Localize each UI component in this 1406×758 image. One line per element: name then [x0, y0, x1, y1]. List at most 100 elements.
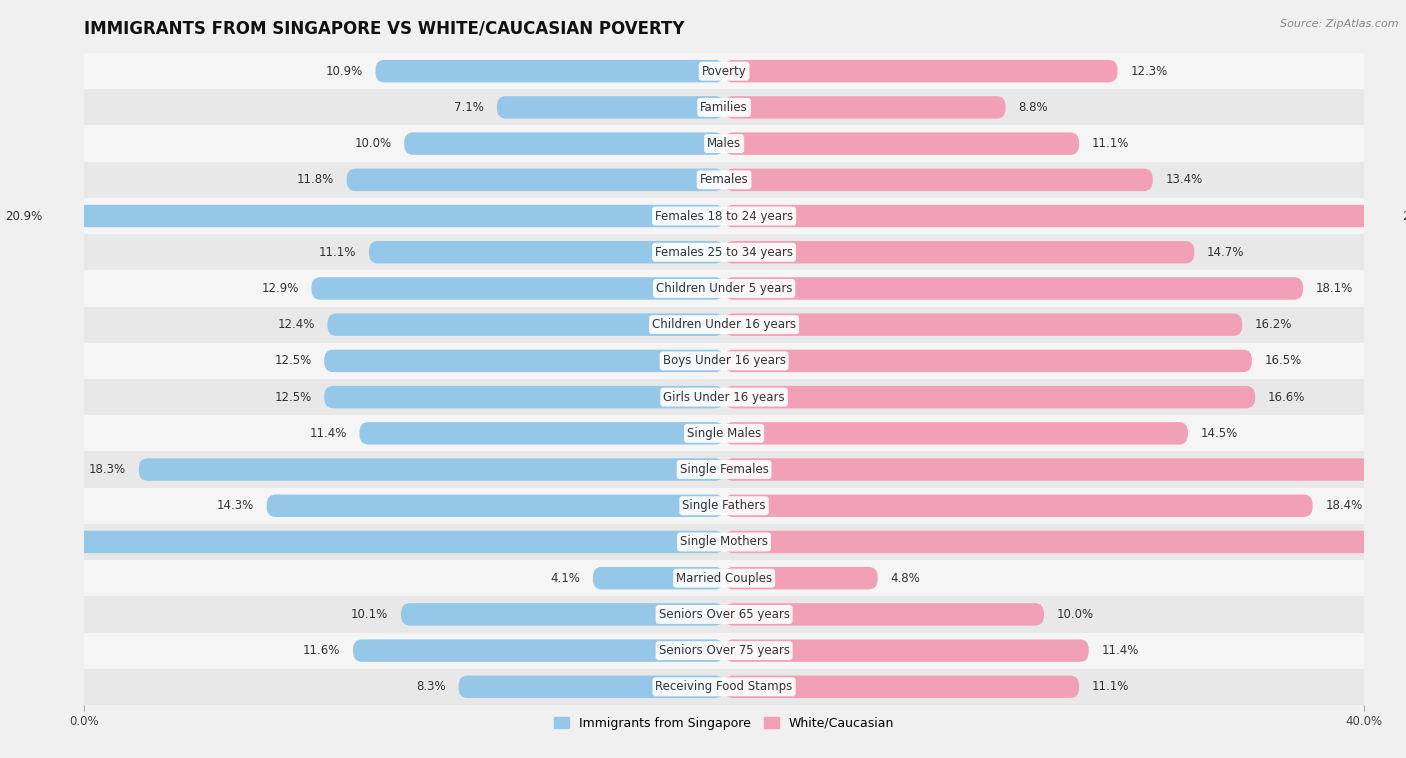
Bar — [84, 198, 1364, 234]
Text: 20.8%: 20.8% — [1402, 209, 1406, 223]
Text: Receiving Food Stamps: Receiving Food Stamps — [655, 681, 793, 694]
FancyBboxPatch shape — [401, 603, 724, 625]
Bar — [84, 487, 1364, 524]
Bar — [84, 524, 1364, 560]
Bar — [84, 89, 1364, 126]
Text: 12.9%: 12.9% — [262, 282, 298, 295]
Text: 10.1%: 10.1% — [352, 608, 388, 621]
Text: 18.1%: 18.1% — [1316, 282, 1353, 295]
Text: Poverty: Poverty — [702, 64, 747, 77]
FancyBboxPatch shape — [724, 133, 1080, 155]
Text: 11.1%: 11.1% — [319, 246, 356, 258]
FancyBboxPatch shape — [139, 459, 724, 481]
Text: Single Males: Single Males — [688, 427, 761, 440]
Text: Single Fathers: Single Fathers — [682, 500, 766, 512]
Text: 11.4%: 11.4% — [309, 427, 347, 440]
Bar — [84, 379, 1364, 415]
Text: 14.5%: 14.5% — [1201, 427, 1237, 440]
FancyBboxPatch shape — [328, 314, 724, 336]
Text: Seniors Over 65 years: Seniors Over 65 years — [658, 608, 790, 621]
FancyBboxPatch shape — [458, 675, 724, 698]
FancyBboxPatch shape — [724, 277, 1303, 299]
FancyBboxPatch shape — [724, 675, 1080, 698]
FancyBboxPatch shape — [724, 168, 1153, 191]
Text: 7.1%: 7.1% — [454, 101, 484, 114]
Legend: Immigrants from Singapore, White/Caucasian: Immigrants from Singapore, White/Caucasi… — [550, 712, 898, 735]
Text: 8.3%: 8.3% — [416, 681, 446, 694]
Text: 4.8%: 4.8% — [890, 572, 920, 584]
Text: IMMIGRANTS FROM SINGAPORE VS WHITE/CAUCASIAN POVERTY: IMMIGRANTS FROM SINGAPORE VS WHITE/CAUCA… — [84, 20, 685, 38]
FancyBboxPatch shape — [724, 314, 1243, 336]
Text: 8.8%: 8.8% — [1018, 101, 1047, 114]
Text: 20.9%: 20.9% — [6, 209, 42, 223]
FancyBboxPatch shape — [724, 422, 1188, 444]
FancyBboxPatch shape — [347, 168, 724, 191]
Text: 12.5%: 12.5% — [274, 355, 312, 368]
Text: 14.7%: 14.7% — [1208, 246, 1244, 258]
Text: 11.1%: 11.1% — [1092, 681, 1129, 694]
Text: Families: Families — [700, 101, 748, 114]
Text: 12.4%: 12.4% — [277, 318, 315, 331]
FancyBboxPatch shape — [724, 603, 1045, 625]
Text: 10.0%: 10.0% — [354, 137, 391, 150]
FancyBboxPatch shape — [405, 133, 724, 155]
FancyBboxPatch shape — [353, 640, 724, 662]
Text: Girls Under 16 years: Girls Under 16 years — [664, 390, 785, 403]
Text: 16.2%: 16.2% — [1256, 318, 1292, 331]
FancyBboxPatch shape — [724, 459, 1406, 481]
Text: 10.0%: 10.0% — [1057, 608, 1094, 621]
Text: 11.1%: 11.1% — [1092, 137, 1129, 150]
Text: 18.3%: 18.3% — [89, 463, 127, 476]
Text: 12.5%: 12.5% — [274, 390, 312, 403]
Bar — [84, 234, 1364, 271]
Bar — [84, 632, 1364, 669]
Bar — [84, 306, 1364, 343]
Text: 10.9%: 10.9% — [325, 64, 363, 77]
Text: Single Mothers: Single Mothers — [681, 535, 768, 549]
Text: Married Couples: Married Couples — [676, 572, 772, 584]
FancyBboxPatch shape — [267, 494, 724, 517]
FancyBboxPatch shape — [312, 277, 724, 299]
Text: Children Under 5 years: Children Under 5 years — [655, 282, 793, 295]
Text: 4.1%: 4.1% — [550, 572, 581, 584]
FancyBboxPatch shape — [325, 349, 724, 372]
FancyBboxPatch shape — [724, 386, 1256, 409]
FancyBboxPatch shape — [496, 96, 724, 118]
Text: 11.6%: 11.6% — [302, 644, 340, 657]
FancyBboxPatch shape — [360, 422, 724, 444]
Bar — [84, 415, 1364, 452]
Text: Single Females: Single Females — [679, 463, 769, 476]
FancyBboxPatch shape — [375, 60, 724, 83]
Text: 13.4%: 13.4% — [1166, 174, 1202, 186]
Bar — [84, 343, 1364, 379]
FancyBboxPatch shape — [724, 241, 1194, 264]
FancyBboxPatch shape — [325, 386, 724, 409]
FancyBboxPatch shape — [724, 640, 1088, 662]
Bar — [84, 452, 1364, 487]
FancyBboxPatch shape — [724, 494, 1313, 517]
FancyBboxPatch shape — [724, 96, 1005, 118]
Text: Females: Females — [700, 174, 748, 186]
FancyBboxPatch shape — [724, 205, 1389, 227]
Text: Children Under 16 years: Children Under 16 years — [652, 318, 796, 331]
FancyBboxPatch shape — [368, 241, 724, 264]
FancyBboxPatch shape — [593, 567, 724, 590]
FancyBboxPatch shape — [56, 205, 724, 227]
Text: 16.5%: 16.5% — [1264, 355, 1302, 368]
FancyBboxPatch shape — [724, 349, 1251, 372]
Bar — [84, 560, 1364, 597]
Text: Source: ZipAtlas.com: Source: ZipAtlas.com — [1281, 19, 1399, 29]
FancyBboxPatch shape — [724, 531, 1406, 553]
FancyBboxPatch shape — [724, 567, 877, 590]
Bar — [84, 161, 1364, 198]
Text: Males: Males — [707, 137, 741, 150]
Text: 16.6%: 16.6% — [1268, 390, 1305, 403]
Text: 11.4%: 11.4% — [1101, 644, 1139, 657]
Text: Females 25 to 34 years: Females 25 to 34 years — [655, 246, 793, 258]
Text: 18.4%: 18.4% — [1326, 500, 1362, 512]
Bar — [84, 271, 1364, 306]
Text: 11.8%: 11.8% — [297, 174, 333, 186]
Bar — [84, 597, 1364, 632]
Text: Females 18 to 24 years: Females 18 to 24 years — [655, 209, 793, 223]
Text: 12.3%: 12.3% — [1130, 64, 1167, 77]
